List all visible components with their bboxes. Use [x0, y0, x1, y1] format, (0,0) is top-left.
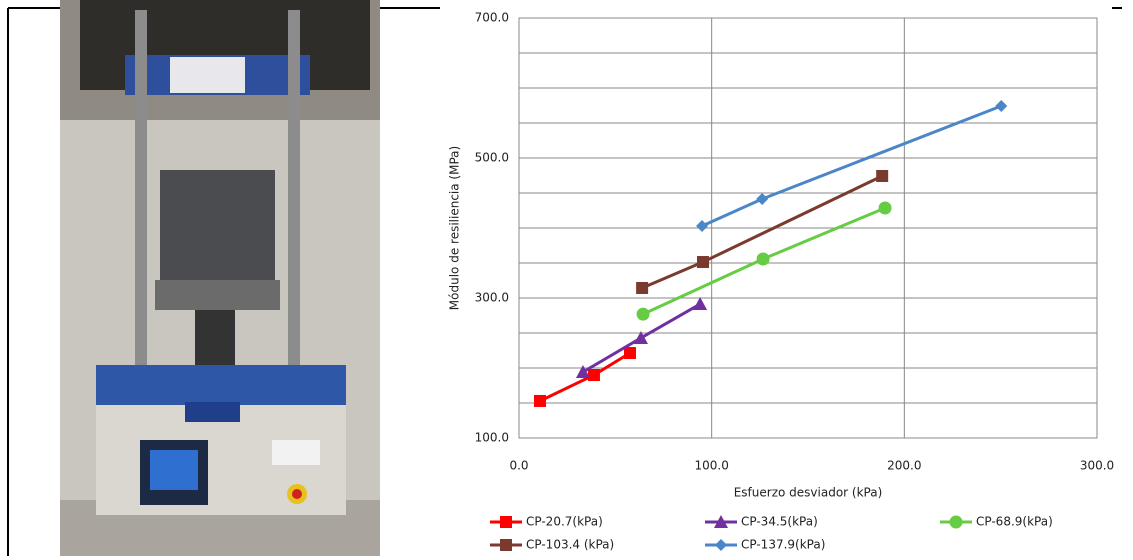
y-tick-label: 300.0: [475, 291, 509, 305]
marker: [500, 539, 512, 551]
marker: [500, 516, 512, 528]
legend-label: CP-68.9(kPa): [976, 515, 1053, 529]
x-axis-label: Esfuerzo desviador (kPa): [734, 486, 883, 500]
y-axis-label: Módulo de resiliencia (MPa): [448, 146, 462, 310]
x-tick-label: 100.0: [694, 459, 728, 473]
y-tick-label: 500.0: [475, 151, 509, 165]
legend-item: CP-34.5(kPa): [705, 515, 818, 529]
marker: [624, 347, 636, 359]
marker: [757, 253, 770, 266]
marker: [876, 170, 888, 182]
x-tick-label: 300.0: [1080, 459, 1114, 473]
marker: [636, 282, 648, 294]
legend-label: CP-103.4 (kPa): [526, 538, 614, 552]
legend-label: CP-34.5(kPa): [741, 515, 818, 529]
photo: [60, 0, 380, 556]
marker: [715, 539, 727, 551]
marker: [534, 395, 546, 407]
page: 100.0300.0500.0700.00.0100.0200.0300.0Es…: [0, 0, 1133, 556]
legend-item: CP-137.9(kPa): [705, 538, 825, 552]
y-tick-label: 100.0: [475, 431, 509, 445]
legend-label: CP-137.9(kPa): [741, 538, 825, 552]
y-tick-label: 700.0: [475, 11, 509, 25]
marker: [879, 201, 892, 214]
legend-item: CP-68.9(kPa): [940, 515, 1053, 529]
x-tick-label: 200.0: [887, 459, 921, 473]
marker: [697, 256, 709, 268]
legend-item: CP-20.7(kPa): [490, 515, 603, 529]
legend-label: CP-20.7(kPa): [526, 515, 603, 529]
marker: [637, 308, 650, 321]
legend-item: CP-103.4 (kPa): [490, 538, 614, 552]
marker: [950, 516, 963, 529]
marker: [588, 369, 600, 381]
x-tick-label: 0.0: [509, 459, 528, 473]
